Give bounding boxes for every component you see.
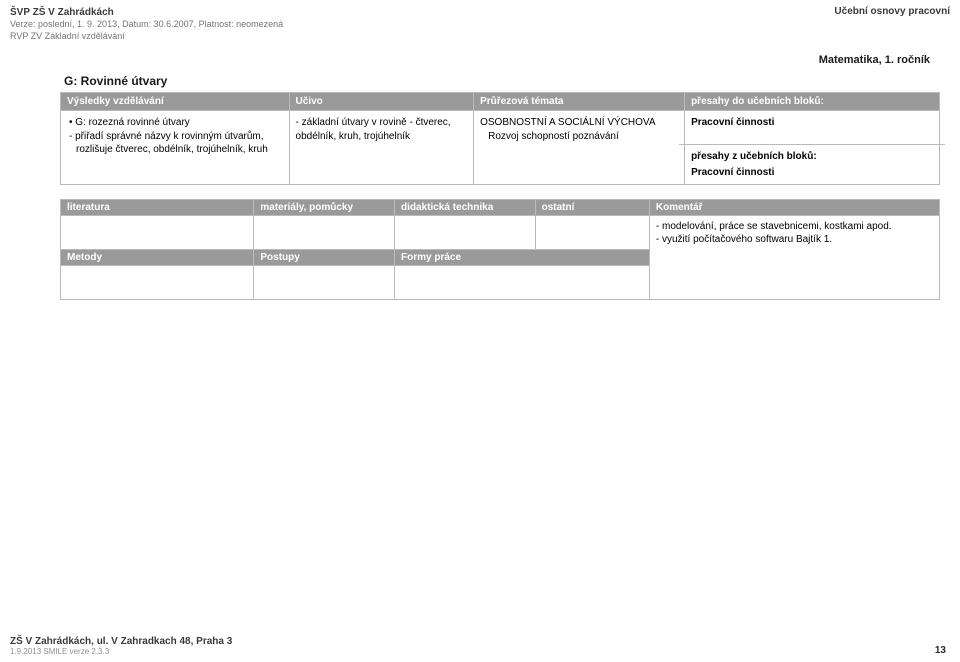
- cell-ostatni: [535, 215, 649, 249]
- main-table: Výsledky vzdělávání Učivo Průřezová téma…: [60, 92, 940, 185]
- page-header: ŠVP ZŠ V Zahrádkách Verze: poslední, 1. …: [0, 0, 960, 46]
- hdr-literatura: literatura: [61, 199, 254, 215]
- pruerez-sub: Rozvoj schopností poznávání: [480, 130, 678, 144]
- vysledky-dash: - přiřadí správné názvy k rovinným útvar…: [69, 130, 283, 157]
- presahy-z-value: Pracovní činnosti: [691, 166, 933, 180]
- cell-ucivo: - základní útvary v rovině - čtverec, ob…: [289, 111, 474, 185]
- header-left: ŠVP ZŠ V Zahrádkách Verze: poslední, 1. …: [10, 6, 283, 42]
- secondary-table: literatura materiály, pomůcky didaktická…: [60, 199, 940, 300]
- cell-vysledky: G: rozezná rovinné útvary - přiřadí sprá…: [61, 111, 290, 185]
- header-version: Verze: poslední, 1. 9. 2013, Datum: 30.6…: [10, 19, 283, 31]
- presahy-do-value: Pracovní činnosti: [691, 116, 933, 130]
- vysledky-bullet: G: rozezná rovinné útvary: [69, 116, 283, 130]
- komentar-line2: - využití počítačového softwaru Bajtík 1…: [656, 233, 933, 247]
- hdr-metody: Metody: [61, 249, 254, 265]
- ucivo-line: - základní útvary v rovině - čtverec, ob…: [296, 116, 468, 143]
- hdr-postupy: Postupy: [254, 249, 395, 265]
- hdr-komentar: Komentář: [649, 199, 939, 215]
- hdr-formy: Formy práce: [395, 249, 650, 265]
- footer-page: 13: [935, 645, 946, 656]
- hdr-presahy: přesahy do učebních bloků:: [685, 93, 940, 111]
- cell-komentar: - modelování, práce se stavebnicemi, kos…: [649, 215, 939, 299]
- cell-literatura: [61, 215, 254, 249]
- hdr-ostatni: ostatní: [535, 199, 649, 215]
- sec-header-row1: literatura materiály, pomůcky didaktická…: [61, 199, 940, 215]
- sec-empty-row1: - modelování, práce se stavebnicemi, kos…: [61, 215, 940, 249]
- hdr-didakticka: didaktická technika: [395, 199, 536, 215]
- cell-materialy: [254, 215, 395, 249]
- hdr-ucivo: Učivo: [289, 93, 474, 111]
- cell-formy: [395, 265, 650, 299]
- header-right: Učební osnovy pracovní: [834, 6, 950, 17]
- cell-presahy: Pracovní činnosti přesahy z učebních blo…: [685, 111, 940, 185]
- main-data-row: G: rozezná rovinné útvary - přiřadí sprá…: [61, 111, 940, 185]
- hdr-materialy: materiály, pomůcky: [254, 199, 395, 215]
- page-footer: ZŠ V Zahrádkách, ul. V Zahradkach 48, Pr…: [10, 636, 950, 656]
- content-area: G: Rovinné útvary Výsledky vzdělávání Uč…: [0, 70, 960, 300]
- header-rvp: RVP ZV Základní vzdělávání: [10, 31, 283, 43]
- cell-metody: [61, 265, 254, 299]
- hdr-vysledky: Výsledky vzdělávání: [61, 93, 290, 111]
- pruerez-title: OSOBNOSTNÍ A SOCIÁLNÍ VÝCHOVA: [480, 116, 678, 130]
- hdr-pruerez: Průřezová témata: [474, 93, 685, 111]
- cell-postupy: [254, 265, 395, 299]
- main-header-row: Výsledky vzdělávání Učivo Průřezová téma…: [61, 93, 940, 111]
- presahy-z-heading: přesahy z učebních bloků:: [691, 150, 933, 164]
- cell-pruerez: OSOBNOSTNÍ A SOCIÁLNÍ VÝCHOVA Rozvoj sch…: [474, 111, 685, 185]
- header-title: ŠVP ZŠ V Zahrádkách: [10, 6, 283, 19]
- cell-didakticka: [395, 215, 536, 249]
- footer-sub: 1.9.2013 SMILE verze 2.3.3: [10, 647, 950, 656]
- komentar-line1: - modelování, práce se stavebnicemi, kos…: [656, 220, 933, 234]
- section-title: G: Rovinné útvary: [60, 70, 940, 92]
- subject-line: Matematika, 1. ročník: [0, 46, 960, 70]
- footer-left: ZŠ V Zahrádkách, ul. V Zahradkach 48, Pr…: [10, 636, 950, 647]
